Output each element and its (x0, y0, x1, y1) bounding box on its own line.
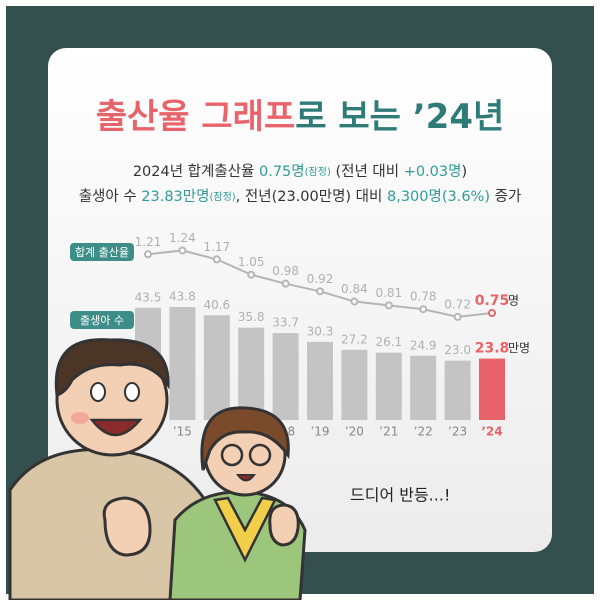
point (384, 301, 393, 310)
bar (238, 327, 265, 420)
point (247, 270, 256, 279)
mouth (89, 418, 143, 437)
illustration (8, 338, 307, 600)
legend-label: 합계 출산율 (75, 246, 129, 259)
man-fist (102, 496, 152, 557)
text-segment: 로 보는 ’24년 (295, 97, 504, 137)
eye (124, 382, 140, 402)
bar (307, 341, 333, 420)
subtitle: 출생아 수 23.83만명(잠정), 전년(23.00만명) 대비 8,300명… (79, 188, 522, 205)
value-label: 1.21 (135, 235, 162, 249)
point (144, 250, 152, 259)
glasses (220, 443, 244, 467)
value-label: 0.81 (375, 286, 402, 300)
value-label: 24.9 (410, 338, 437, 352)
value-label: 0.75 (475, 293, 510, 309)
bar (375, 352, 402, 420)
x-tick-label: ’22 (414, 425, 433, 439)
value-label: 43.8 (169, 289, 196, 303)
bar (272, 333, 299, 420)
value-label: 1.24 (169, 231, 196, 245)
bar (169, 306, 196, 420)
man-hair (54, 338, 170, 398)
mouth (236, 474, 256, 482)
text-segment: ) (461, 164, 467, 180)
eye (90, 382, 106, 402)
x-tick-label: ’24 (481, 425, 502, 439)
value-label: 23.0 (444, 343, 471, 357)
value-label: 33.7 (272, 316, 299, 330)
point (178, 246, 187, 255)
value-label: 30.3 (307, 324, 334, 338)
title: 출산율 그래프로 보는 ’24년 (96, 97, 505, 137)
text-segment: , 전년(23.00만명) 대비 (236, 188, 387, 205)
card (48, 48, 552, 552)
value-label: 0.84 (341, 282, 368, 296)
cheek (71, 412, 89, 424)
caption: 드디어 반등...! (350, 486, 450, 505)
text-segment: (전년 대비 (331, 163, 404, 180)
text-segment: 출생아 수 (79, 188, 142, 205)
text-segment: +0.03명 (404, 163, 462, 180)
value-label: 35.8 (238, 310, 265, 324)
x-tick-label: ’20 (345, 425, 364, 439)
value-label: 43.5 (135, 290, 162, 304)
legend-label: 출생아 수 (80, 314, 124, 327)
value-label: 26.1 (375, 335, 402, 349)
value-label: 27.2 (341, 332, 368, 346)
point (212, 255, 221, 264)
point (488, 309, 496, 318)
series-badge (70, 311, 134, 329)
text-segment: (잠정) (209, 191, 235, 203)
unit-label: 명 (508, 294, 519, 308)
x-tick-label: ’15 (173, 425, 192, 439)
point (453, 312, 462, 321)
text-segment: (잠정) (305, 166, 331, 178)
woman-hair (200, 406, 290, 471)
value-label: 23.8 (475, 341, 510, 357)
bar (479, 358, 505, 420)
value-label: 0.72 (444, 297, 471, 311)
point (350, 297, 359, 306)
x-tick-label: ’23 (448, 425, 467, 439)
point (281, 279, 290, 288)
value-label: 1.17 (203, 240, 230, 254)
bar (341, 349, 368, 420)
text-segment: 출산율 (96, 97, 202, 137)
bar (444, 360, 471, 420)
bar (410, 355, 437, 420)
unit-label: 만명 (508, 341, 530, 355)
x-tick-label: ’21 (379, 425, 398, 439)
scarf (213, 496, 277, 563)
series-badge (70, 243, 134, 261)
woman-fist (268, 503, 300, 547)
value-label: 0.98 (272, 264, 299, 278)
text-segment: 8,300명(3.6%) (387, 188, 490, 205)
text-segment: 2024년 합계출산율 (133, 163, 259, 180)
value-label: 40.6 (203, 298, 230, 312)
point (316, 287, 324, 296)
subtitle: 2024년 합계출산율 0.75명(잠정) (전년 대비 +0.03명) (133, 163, 467, 180)
text-segment: 그래프 (201, 97, 295, 137)
point (419, 305, 428, 314)
text-segment: 23.83만명 (141, 188, 209, 205)
value-label: 0.78 (410, 290, 437, 304)
x-tick-label: ’19 (310, 425, 329, 439)
value-label: 1.05 (238, 255, 265, 269)
text-segment: 증가 (490, 188, 521, 205)
glasses (248, 443, 272, 467)
bar (203, 315, 230, 420)
text-segment: 0.75명 (259, 163, 305, 180)
value-label: 0.92 (307, 272, 334, 286)
